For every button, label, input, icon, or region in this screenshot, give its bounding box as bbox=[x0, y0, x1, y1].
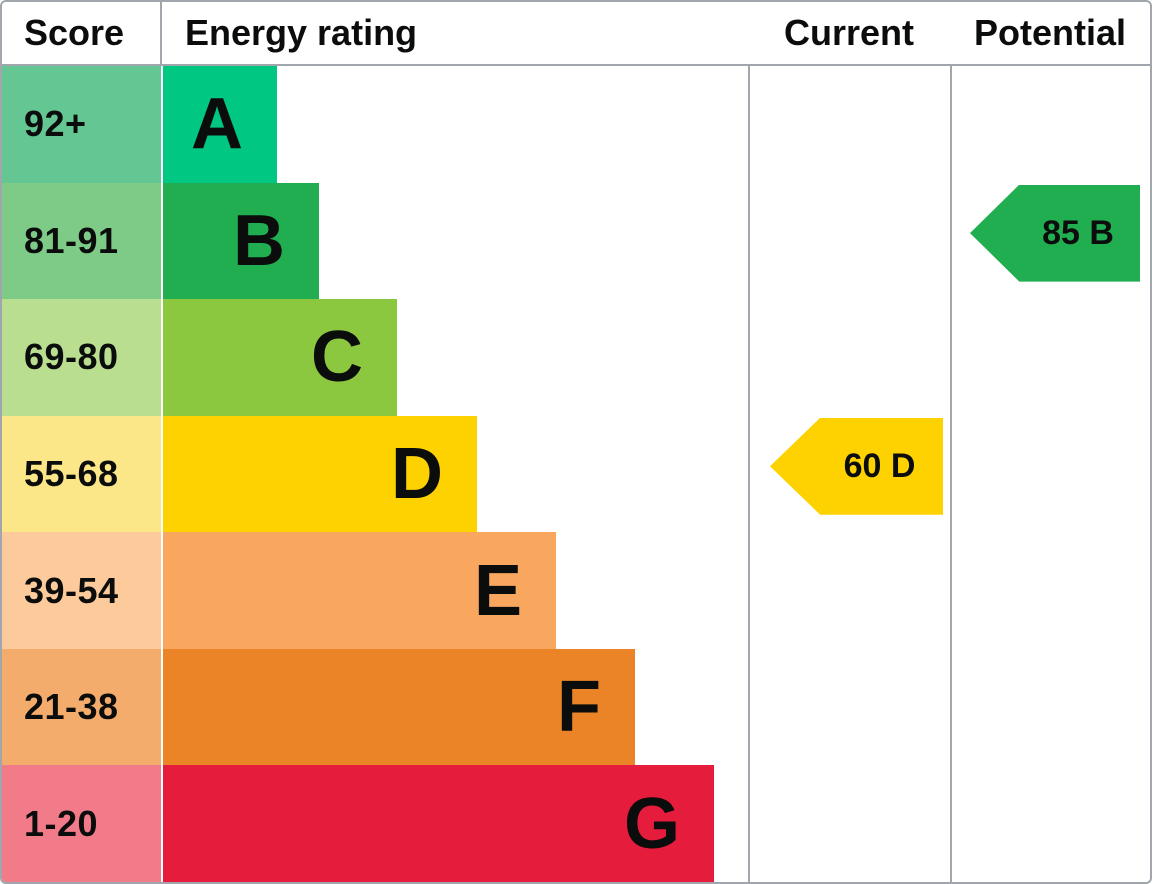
rating-bar-c: C bbox=[163, 299, 397, 416]
score-range-e: 39-54 bbox=[2, 532, 161, 649]
rating-bar-e: E bbox=[163, 532, 556, 649]
rating-letter-b: B bbox=[233, 200, 285, 281]
band-rows: 92+ A 81-91 B 85 B 69-80 C 55-68 D bbox=[2, 66, 1150, 882]
band-row-f: 21-38 F bbox=[2, 648, 1150, 766]
header-current: Current bbox=[783, 12, 914, 53]
score-range-d: 55-68 bbox=[2, 415, 161, 533]
rating-bar-a: A bbox=[163, 66, 277, 183]
rating-bar-g: G bbox=[163, 765, 714, 882]
band-row-d: 55-68 D 60 D bbox=[2, 415, 1150, 533]
current-rating-label: 60 D bbox=[843, 446, 916, 485]
band-row-g: 1-20 G bbox=[2, 765, 1150, 882]
current-column-divider bbox=[748, 2, 750, 882]
header-divider bbox=[160, 2, 162, 64]
score-range-g: 1-20 bbox=[2, 765, 161, 882]
header-score: Score bbox=[24, 12, 125, 53]
score-range-b: 81-91 bbox=[2, 182, 161, 300]
rating-bar-d: D bbox=[163, 415, 477, 533]
potential-rating-label: 85 B bbox=[1042, 213, 1114, 252]
potential-rating-marker: 85 B bbox=[970, 184, 1140, 282]
rating-letter-g: G bbox=[623, 783, 680, 864]
rating-letter-c: C bbox=[311, 317, 363, 398]
rating-letter-f: F bbox=[557, 667, 601, 748]
current-rating-marker: 60 D bbox=[770, 417, 943, 515]
rating-bar-b: B bbox=[163, 182, 319, 300]
rating-letter-a: A bbox=[191, 84, 243, 165]
header-energy-rating: Energy rating bbox=[185, 12, 418, 53]
rating-letter-e: E bbox=[473, 550, 522, 631]
score-range-f: 21-38 bbox=[2, 648, 161, 766]
band-row-a: 92+ A bbox=[2, 66, 1150, 183]
band-row-e: 39-54 E bbox=[2, 532, 1150, 649]
rating-bar-f: F bbox=[163, 648, 635, 766]
band-row-b: 81-91 B 85 B bbox=[2, 182, 1150, 300]
score-range-c: 69-80 bbox=[2, 299, 161, 416]
chart-header: Score Energy rating Current Potential bbox=[2, 2, 1150, 66]
band-row-c: 69-80 C bbox=[2, 299, 1150, 416]
score-range-a: 92+ bbox=[2, 66, 161, 183]
rating-letter-d: D bbox=[391, 434, 443, 515]
header-potential: Potential bbox=[973, 12, 1126, 53]
potential-column-divider bbox=[950, 2, 952, 882]
